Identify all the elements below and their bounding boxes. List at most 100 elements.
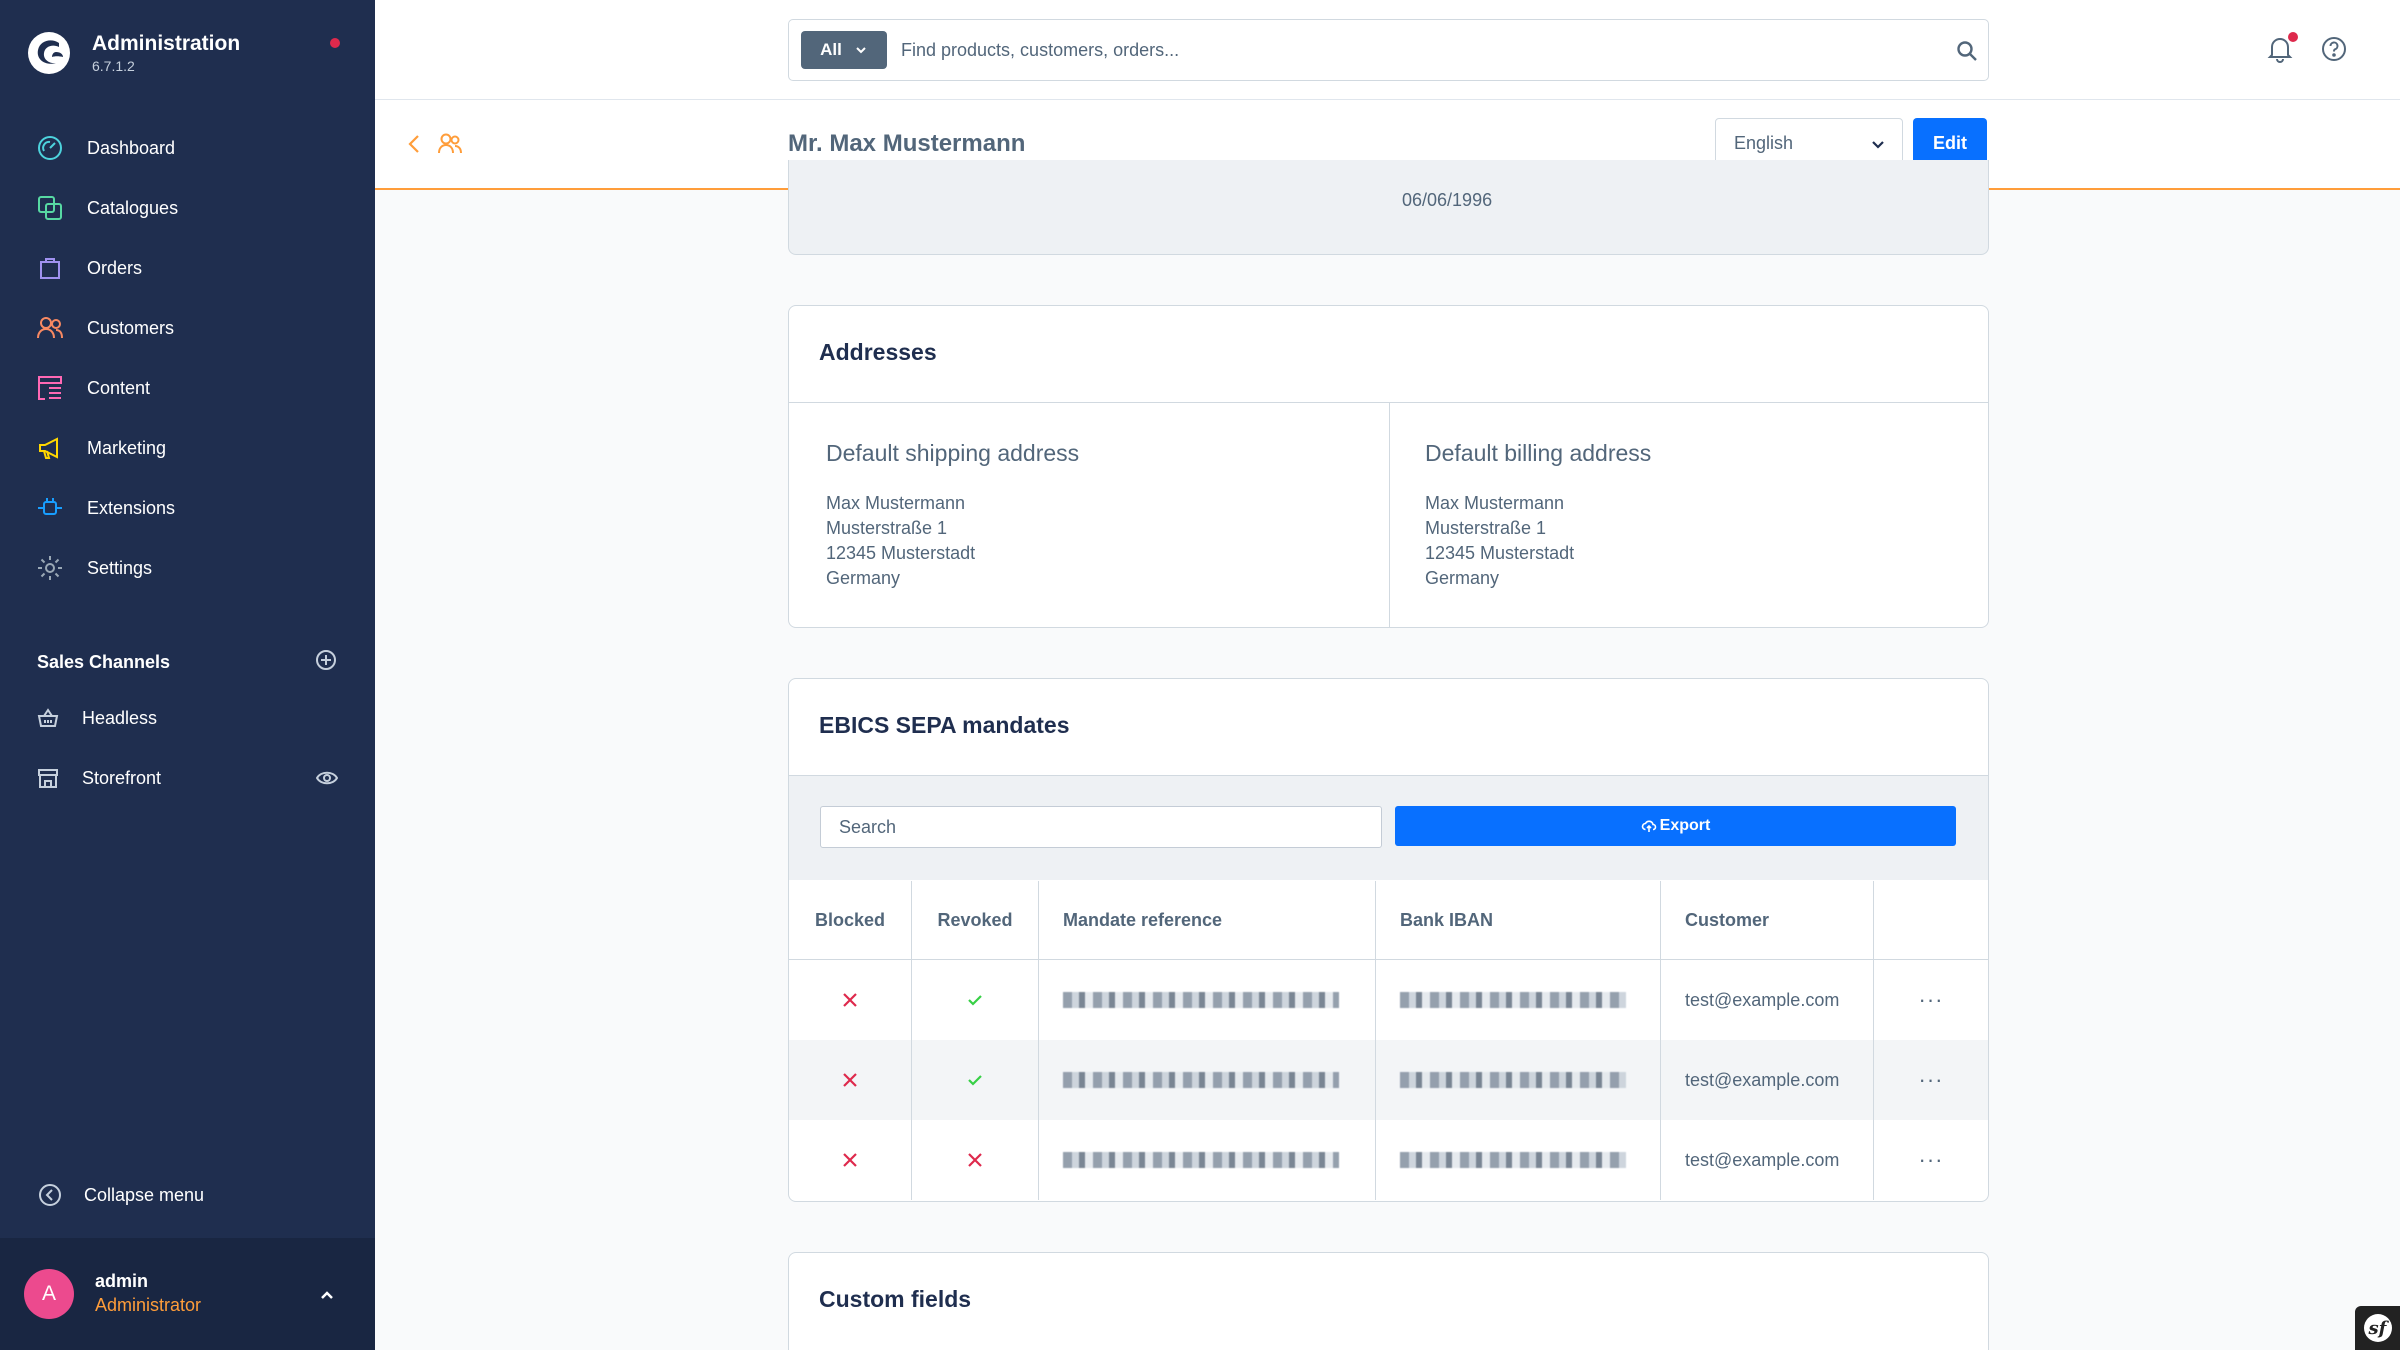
- nav-item-catalogues[interactable]: Catalogues: [0, 178, 375, 238]
- add-sales-channel-icon[interactable]: [315, 649, 337, 676]
- shipping-address-heading: Default shipping address: [826, 440, 1080, 466]
- sepa-mandates-card: EBICS SEPA mandates Export Blocked Revok…: [788, 678, 1989, 1202]
- user-profile[interactable]: A admin Administrator: [0, 1238, 375, 1350]
- table-header: Blocked Revoked Mandate reference Bank I…: [789, 881, 1988, 960]
- nav-item-dashboard[interactable]: Dashboard: [0, 118, 375, 178]
- mandate-reference-cell: [1039, 1040, 1376, 1120]
- table-row: test@example.com ···: [789, 960, 1988, 1040]
- search-type-dropdown[interactable]: All: [801, 31, 887, 69]
- help-icon[interactable]: [2320, 35, 2348, 63]
- column-header-customer[interactable]: Customer: [1661, 881, 1874, 959]
- search-input[interactable]: [901, 31, 1901, 69]
- chevron-left-circle-icon: [39, 1184, 61, 1206]
- top-bar: All: [375, 0, 2400, 100]
- mandates-table: Blocked Revoked Mandate reference Bank I…: [789, 881, 1988, 1200]
- storefront-icon: [36, 766, 60, 790]
- nav-item-orders[interactable]: Orders: [0, 238, 375, 298]
- nav-item-marketing[interactable]: Marketing: [0, 418, 375, 478]
- redacted-iban: [1400, 1152, 1626, 1168]
- divider: [789, 402, 1988, 403]
- nav-item-customers[interactable]: Customers: [0, 298, 375, 358]
- customer-cell: test@example.com: [1661, 1120, 1874, 1200]
- address-line: Musterstraße 1: [1425, 518, 1547, 538]
- back-arrow-icon[interactable]: [403, 132, 427, 156]
- sepa-mandates-title: EBICS SEPA mandates: [819, 712, 1070, 738]
- bank-iban-cell: [1376, 1040, 1661, 1120]
- collapse-menu-button[interactable]: Collapse menu: [38, 1183, 204, 1207]
- mandate-reference-cell: [1039, 1120, 1376, 1200]
- custom-fields-card: Custom fields: [788, 1252, 1989, 1350]
- more-icon: ···: [1918, 1067, 1944, 1092]
- nav-item-settings[interactable]: Settings: [0, 538, 375, 598]
- column-header-bank-iban[interactable]: Bank IBAN: [1376, 881, 1661, 959]
- language-label: English: [1734, 132, 1794, 153]
- customer-cell: test@example.com: [1661, 1040, 1874, 1120]
- chevron-down-icon: [1872, 141, 1884, 149]
- column-header-revoked[interactable]: Revoked: [912, 881, 1039, 959]
- page-title: Mr. Max Mustermann: [788, 130, 1026, 157]
- sales-channel-storefront[interactable]: Storefront: [0, 748, 375, 808]
- blocked-cell: [789, 960, 912, 1040]
- export-button[interactable]: Export: [1395, 806, 1956, 846]
- billing-address-heading: Default billing address: [1425, 440, 1652, 466]
- row-actions-button[interactable]: ···: [1874, 1120, 1988, 1200]
- bank-iban-cell: [1376, 960, 1661, 1040]
- column-header-blocked[interactable]: Blocked: [789, 881, 912, 959]
- row-actions-button[interactable]: ···: [1874, 1040, 1988, 1120]
- eye-icon[interactable]: [316, 767, 338, 789]
- export-label: Export: [1659, 817, 1711, 834]
- smart-bar: Mr. Max Mustermann English Edit: [375, 100, 2400, 190]
- row-actions-button[interactable]: ···: [1874, 960, 1988, 1040]
- customers-icon: [36, 314, 64, 342]
- chevron-up-icon[interactable]: [316, 1284, 338, 1306]
- symfony-logo-icon: sf: [2363, 1314, 2392, 1342]
- birthday-value: 06/06/1996: [1402, 190, 1493, 210]
- cross-icon: [843, 1153, 857, 1167]
- nav-label: Marketing: [87, 437, 167, 458]
- nav-item-content[interactable]: Content: [0, 358, 375, 418]
- mandate-reference-cell: [1039, 960, 1376, 1040]
- search-icon[interactable]: [1956, 40, 1978, 62]
- address-line: Germany: [826, 568, 901, 588]
- app-title: Administration: [92, 32, 241, 55]
- redacted-iban: [1400, 1072, 1626, 1088]
- column-header-actions: [1874, 881, 1988, 959]
- chevron-down-icon: [856, 47, 866, 54]
- address-line: Musterstraße 1: [826, 518, 948, 538]
- symfony-toolbar-toggle[interactable]: sf: [2355, 1306, 2400, 1350]
- avatar: A: [24, 1269, 74, 1319]
- column-header-mandate-reference[interactable]: Mandate reference: [1039, 881, 1376, 959]
- sepa-toolbar: Export: [789, 775, 1988, 880]
- nav-label: Customers: [87, 317, 175, 338]
- nav-item-extensions[interactable]: Extensions: [0, 478, 375, 538]
- more-icon: ···: [1918, 987, 1944, 1012]
- orders-icon: [36, 254, 64, 282]
- edit-button[interactable]: Edit: [1913, 118, 1987, 168]
- basket-icon: [36, 706, 60, 730]
- mandate-search-input[interactable]: [820, 806, 1382, 848]
- redacted-iban: [1400, 992, 1626, 1008]
- blocked-cell: [789, 1120, 912, 1200]
- settings-icon: [36, 554, 64, 582]
- sales-channels-header: Sales Channels: [37, 648, 337, 676]
- customer-cell: test@example.com: [1661, 960, 1874, 1040]
- nav-label: Dashboard: [87, 137, 176, 158]
- main-navigation: Dashboard Catalogues Orders Customers Co…: [0, 118, 375, 598]
- bell-icon[interactable]: [2265, 34, 2295, 64]
- address-line: 12345 Musterstadt: [826, 543, 976, 563]
- search-type-label: All: [820, 40, 842, 59]
- default-shipping-address: Default shipping address Max Mustermann …: [826, 440, 1079, 591]
- address-line: Max Mustermann: [826, 493, 966, 513]
- redacted-mandate-reference: [1063, 1072, 1339, 1088]
- sales-channel-headless[interactable]: Headless: [0, 688, 375, 748]
- sales-channels-title: Sales Channels: [37, 651, 171, 672]
- revoked-cell: [912, 1120, 1039, 1200]
- nav-label: Extensions: [87, 497, 176, 518]
- catalogue-icon: [36, 194, 64, 222]
- sidebar: Administration 6.7.1.2 Dashboard Catalog…: [0, 0, 375, 1350]
- divider: [1389, 402, 1390, 628]
- brand[interactable]: Administration 6.7.1.2: [26, 28, 240, 78]
- nav-label: Catalogues: [87, 197, 179, 218]
- table-row: test@example.com ···: [789, 1040, 1988, 1120]
- sales-channel-list: Headless Storefront: [0, 688, 375, 808]
